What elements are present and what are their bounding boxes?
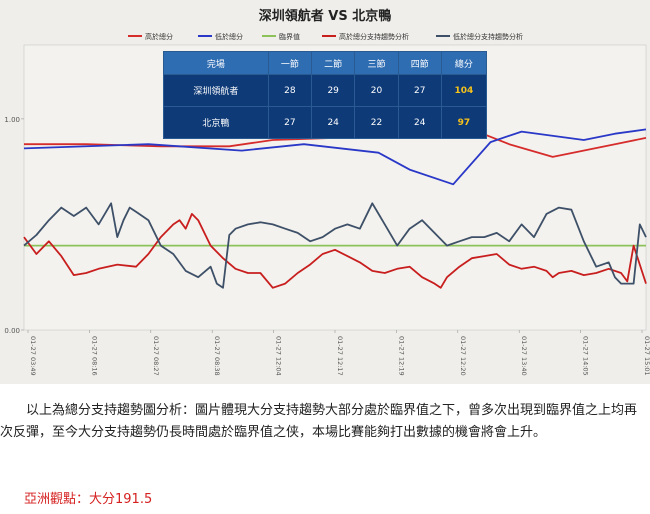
x-tick-label: 01-27 12:17	[336, 336, 344, 376]
x-tick-label: 01-27 12:20	[459, 336, 467, 376]
scoreboard-header-cell: 二節	[311, 51, 356, 75]
quarter-score: 20	[354, 74, 399, 107]
x-tick-label: 01-27 14:05	[582, 336, 590, 376]
scoreboard-header-row: 完場 一節 二節 三節 四節 總分	[163, 51, 488, 75]
total-score: 97	[440, 106, 488, 139]
legend-label: 高於總分支持趨勢分析	[339, 32, 409, 41]
legend-label: 低於總分	[215, 32, 243, 41]
scoreboard-header-cell: 三節	[354, 51, 399, 75]
scoreboard-header-cell: 一節	[267, 51, 313, 75]
total-score: 104	[440, 74, 488, 107]
y-tick-label: 0.00	[4, 327, 20, 335]
team-name: 北京鴨	[163, 106, 269, 139]
x-tick-label: 01-27 08:27	[152, 336, 160, 376]
scoreboard-header-cell: 四節	[397, 51, 442, 75]
quarter-score: 29	[311, 74, 356, 107]
quarter-score: 24	[311, 106, 356, 139]
legend-label: 高於總分	[145, 32, 173, 41]
table-row: 北京鴨 27 24 22 24 97	[163, 106, 488, 139]
trend-chart: 深圳領航者 VS 北京鴨高於總分 低於總分 臨界值 高於總分支持趨勢分析 低於總分支持趨…	[0, 0, 650, 384]
table-row: 深圳領航者 28 29 20 27 104	[163, 74, 488, 107]
x-tick-label: 01-27 13:40	[520, 336, 528, 376]
quarter-score: 24	[397, 106, 442, 139]
series-line	[23, 128, 647, 186]
quarter-score: 28	[267, 74, 313, 107]
x-tick-label: 01-27 08:16	[90, 336, 98, 376]
chart-title: 深圳領航者 VS 北京鴨	[259, 8, 391, 24]
legend-label: 臨界值	[279, 32, 300, 41]
x-tick-label: 01-27 03:49	[29, 336, 37, 376]
y-tick-label: 1.00	[4, 116, 20, 124]
x-tick-label: 01-27 12:04	[275, 336, 283, 376]
x-tick-label: 01-27 08:38	[213, 336, 221, 376]
series-line	[23, 202, 647, 289]
analysis-paragraph: 以上為總分支持趨勢圖分析：圖片體現大分支持趨勢大部分處於臨界值之下，曾多次出現到…	[0, 403, 638, 440]
quarter-score: 27	[267, 106, 313, 139]
series-line	[23, 212, 647, 289]
legend-label: 低於總分支持趨勢分析	[453, 32, 523, 41]
x-tick-label: 01-27 15:01	[643, 336, 650, 376]
quarter-score: 22	[354, 106, 399, 139]
x-tick-label: 01-27 12:19	[397, 336, 405, 376]
scoreboard-header-cell: 總分	[440, 51, 488, 75]
team-name: 深圳領航者	[163, 74, 269, 107]
scoreboard-table: 完場 一節 二節 三節 四節 總分 深圳領航者 28 29 20 27 104 …	[163, 51, 488, 139]
quarter-score: 27	[397, 74, 442, 107]
scoreboard-header-cell: 完場	[163, 51, 269, 75]
asia-view-text: 亞洲觀點：大分191.5	[24, 492, 153, 507]
